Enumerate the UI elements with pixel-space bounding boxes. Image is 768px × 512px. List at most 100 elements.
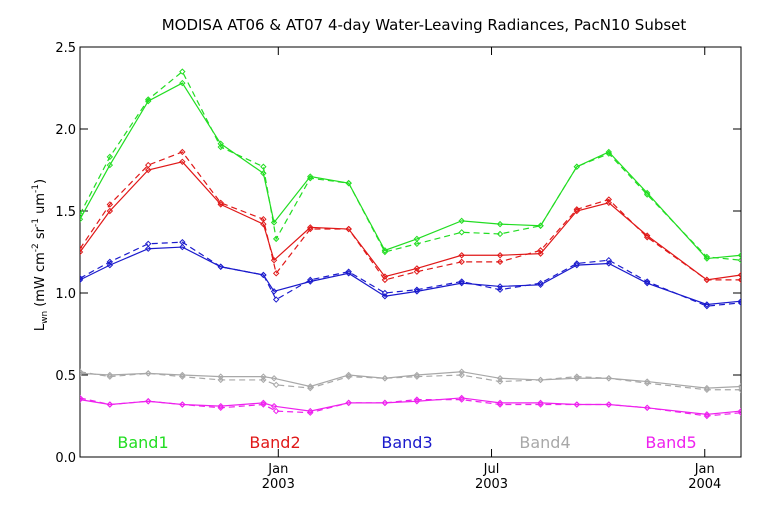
band1-at07-point [179,68,186,75]
band3-at07-point [272,296,280,303]
band2-at06-point [496,252,504,259]
band2-at06-point [80,248,84,256]
band4-at07-point [458,371,465,379]
band4-at06-point [703,384,711,392]
band3-at07-point [179,238,186,246]
band1-at07-point [272,235,280,243]
band4-at07-point [307,384,314,392]
band1-at07-point [496,230,504,238]
band4-at06-point [643,378,651,385]
y-tick-label: 2.5 [55,41,76,56]
band3-at06-point [703,301,711,308]
band1-at06-point [179,79,186,87]
band1-at07-line [80,70,741,261]
band5-at07-point [80,394,84,402]
y-label-sub: wn [40,311,50,324]
band4-at06-point [217,373,224,380]
band4-at07-point [605,375,613,382]
y-label-exp2: -1 [31,218,41,227]
band4-at07-line [80,371,741,391]
band1-at07-point [80,211,84,218]
chart-title: MODISA AT06 & AT07 4-day Water-Leaving R… [162,16,687,34]
band2-at06-point [537,250,544,257]
band5-at06-point [737,407,741,415]
band2-at07-point [307,225,314,233]
band2-at07-point [605,196,613,203]
band4-at06-point [345,371,352,379]
y-tick-label: 1.0 [55,287,76,302]
band5-at07-point [217,404,224,412]
band5-at07-line [80,397,741,417]
band2-at07-point [217,199,224,207]
y-label-main: L [33,323,48,331]
band5-at06-point [270,402,278,410]
y-axis-label: Lwn(mW cm-2 sr-1 um-1) [31,179,50,331]
band1-at07-point [413,240,421,248]
band2-at07-point [260,215,267,223]
band5-at07-point [737,409,741,416]
band4-at07-point [643,379,651,387]
band2-at06-point [605,199,613,207]
band3-at06-point [496,283,504,290]
band3-at07-point [307,276,314,284]
y-label-exp1: -2 [31,243,41,252]
band3-at07-point [145,240,152,248]
band4-at06-point [270,375,278,382]
band2-at07-point [537,247,544,254]
band1-at07-point [106,153,114,161]
band5-at07-point [605,401,613,408]
band5-at06-point [307,407,314,415]
band1-at07-point [458,229,465,236]
band2-at07-point [345,225,352,233]
band4-at07-point [260,376,267,384]
band3-at07-point [458,278,465,285]
band5-at07-point [106,401,114,408]
band5-at07-point [260,401,267,408]
band5-at06-point [496,399,504,407]
band4-at06-point [413,371,421,379]
band3-at07-point [345,268,352,275]
band4-at06-point [496,375,504,382]
band3-at07-point [537,279,544,287]
band4-at07-point [106,373,114,380]
band2-at07-point [573,206,581,213]
band1-at07-point [643,191,651,198]
band1-at06-line [80,82,741,260]
band4-at06-point [179,371,186,379]
band2-at07-point [496,258,504,266]
band5-at07-point [573,401,581,408]
band4-at06-point [307,383,314,390]
band2-at07-point [381,276,389,284]
band5-at07-point [537,401,544,408]
legend-band3: Band3 [381,433,432,452]
band3-at06-point [737,297,741,305]
band4-at07-point [381,375,389,382]
band5-at07-point [381,399,389,407]
y-tick-label: 1.5 [55,205,76,220]
band4-at07-point [345,373,352,380]
band5-at07-point [458,396,465,403]
band5-at07-point [272,407,280,415]
band5-at06-point [537,399,544,407]
band3-at07-point [217,263,224,270]
band2-at06-point [381,273,389,280]
band3-at07-point [496,286,504,293]
x-tick-year-label: 2004 [688,477,721,492]
band4-at07-point [573,373,581,380]
band2-at07-point [272,270,280,277]
band2-at06-point [145,166,152,174]
legend-band4: Band4 [519,433,570,452]
band1-at06-point [106,161,114,169]
band1-at06-point [80,215,84,223]
band1-at07-point [217,143,224,151]
band1-at07-point [145,96,152,103]
x-tick-month-label: Jan [267,462,288,477]
band2-at06-point [413,265,421,272]
band1-at07-point [260,163,267,170]
band5-at06-point [458,394,465,402]
band2-at07-point [643,234,651,241]
band3-at06-line [80,246,741,306]
band1-at07-point [737,256,741,264]
band5-at07-point [307,409,314,416]
band4-at06-point [106,371,114,379]
